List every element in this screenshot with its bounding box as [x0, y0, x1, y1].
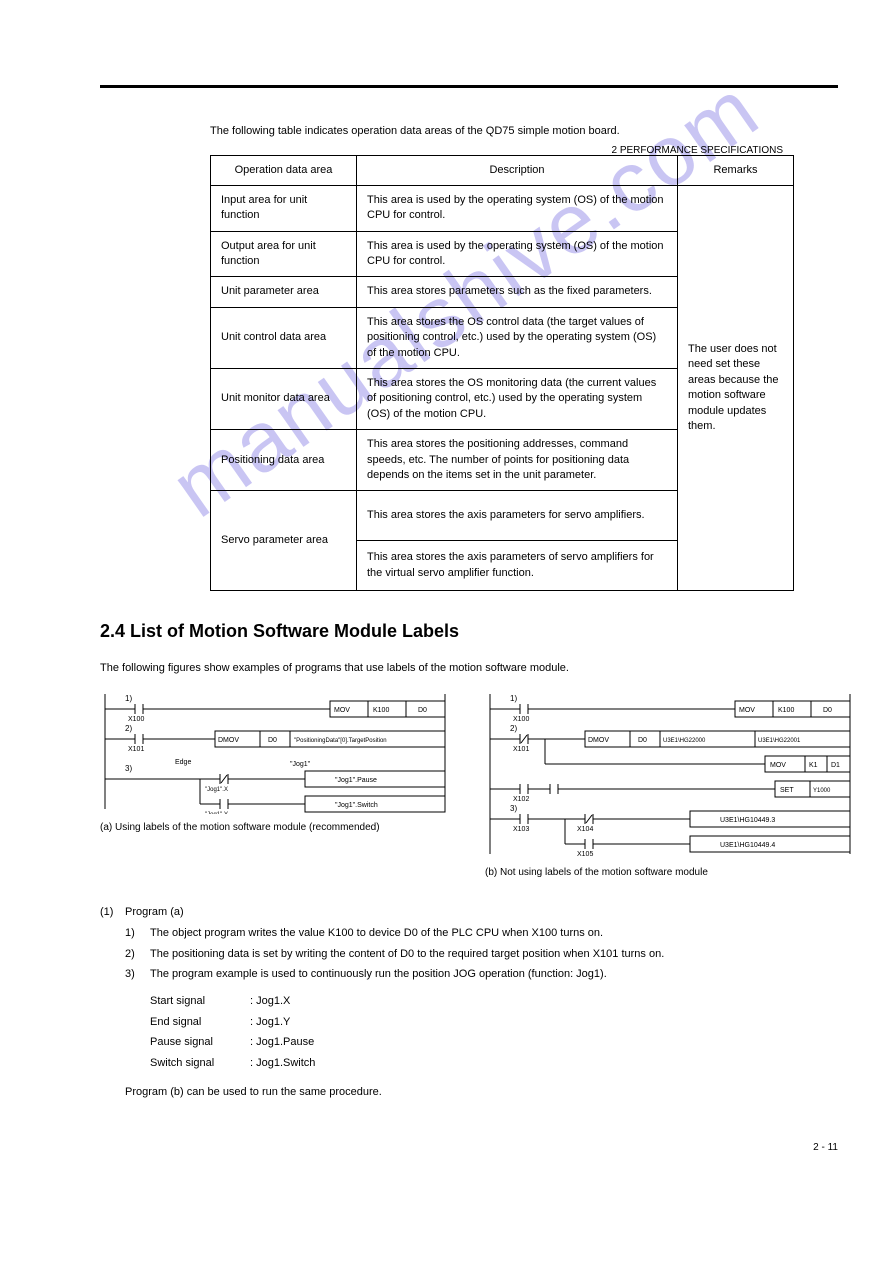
- svg-text:X104: X104: [577, 826, 593, 833]
- svg-text:U3E1\HG22000: U3E1\HG22000: [663, 738, 706, 744]
- ladder-diagram-right: 1) X100 MOV K100 D0 2) X101 DMOV D0 U3E1…: [485, 694, 855, 878]
- svg-text:"PositioningData"[0].TargetPos: "PositioningData"[0].TargetPosition: [294, 738, 387, 744]
- page-footer: 2 - 11: [100, 1142, 838, 1153]
- section-title: 2.4 List of Motion Software Module Label…: [100, 621, 838, 642]
- section-body: The following figures show examples of p…: [100, 662, 838, 674]
- svg-text:X103: X103: [513, 826, 529, 833]
- dl-val: : Jog1.Switch: [250, 1054, 315, 1073]
- explain-text: The positioning data is set by writing t…: [150, 945, 838, 964]
- svg-text:2): 2): [510, 724, 517, 733]
- svg-text:U3E1\HG10449.4: U3E1\HG10449.4: [720, 842, 775, 849]
- ladder-right-svg: 1) X100 MOV K100 D0 2) X101 DMOV D0 U3E1…: [485, 694, 855, 859]
- intro-text: The following table indicates operation …: [210, 123, 838, 140]
- explain-text: The program example is used to continuou…: [150, 965, 838, 984]
- svg-text:3): 3): [510, 804, 517, 813]
- cell-desc: This area stores the axis parameters for…: [357, 491, 678, 541]
- svg-text:D1: D1: [831, 762, 840, 769]
- cell-area: Input area for unit function: [211, 185, 357, 231]
- explain-num: 1): [125, 924, 150, 943]
- header-right: 2 PERFORMANCE SPECIFICATIONS: [611, 145, 783, 156]
- svg-text:"Jog1".Y: "Jog1".Y: [205, 812, 228, 814]
- explain-num: 2): [125, 945, 150, 964]
- svg-text:X101: X101: [128, 746, 144, 753]
- operation-data-table: Operation data area Description Remarks …: [210, 155, 794, 592]
- cell-desc: This area is used by the operating syste…: [357, 185, 678, 231]
- cell-area: Servo parameter area: [211, 491, 357, 591]
- diag-right-caption: (b) Not using labels of the motion softw…: [485, 867, 855, 878]
- table-row: Input area for unit function This area i…: [211, 185, 794, 231]
- th-desc: Description: [357, 155, 678, 185]
- dl-val: : Jog1.Y: [250, 1013, 290, 1032]
- svg-text:U3E1\HG22001: U3E1\HG22001: [758, 738, 801, 744]
- cell-area: Positioning data area: [211, 430, 357, 491]
- th-remarks: Remarks: [678, 155, 794, 185]
- svg-text:X105: X105: [577, 851, 593, 858]
- explain-num: 3): [125, 965, 150, 984]
- cell-area: Output area for unit function: [211, 231, 357, 277]
- svg-text:X101: X101: [513, 746, 529, 753]
- svg-text:3): 3): [125, 764, 132, 773]
- cell-desc: This area stores the OS control data (th…: [357, 307, 678, 368]
- svg-text:MOV: MOV: [334, 707, 350, 714]
- svg-text:1): 1): [125, 694, 132, 703]
- explain-text: The object program writes the value K100…: [150, 924, 838, 943]
- svg-text:X102: X102: [513, 796, 529, 803]
- cell-desc: This area stores the axis parameters of …: [357, 541, 678, 591]
- cell-area: Unit control data area: [211, 307, 357, 368]
- svg-text:DMOV: DMOV: [588, 737, 609, 744]
- cell-desc: This area stores the positioning address…: [357, 430, 678, 491]
- dl-key: Switch signal: [150, 1054, 250, 1073]
- cell-area: Unit parameter area: [211, 277, 357, 307]
- svg-text:MOV: MOV: [739, 707, 755, 714]
- explain-num: (1): [100, 903, 125, 922]
- svg-text:MOV: MOV: [770, 762, 786, 769]
- svg-text:K100: K100: [778, 707, 794, 714]
- svg-text:U3E1\HG10449.3: U3E1\HG10449.3: [720, 817, 775, 824]
- cell-desc: This area stores parameters such as the …: [357, 277, 678, 307]
- svg-text:"Jog1": "Jog1": [290, 761, 311, 768]
- header-rule: [100, 85, 838, 88]
- svg-text:"Jog1".X: "Jog1".X: [205, 787, 228, 793]
- svg-text:D0: D0: [268, 737, 277, 744]
- svg-text:D0: D0: [418, 707, 427, 714]
- cell-area: Unit monitor data area: [211, 369, 357, 430]
- svg-text:"Jog1".Switch: "Jog1".Switch: [335, 802, 378, 809]
- cell-desc: This area is used by the operating syste…: [357, 231, 678, 277]
- svg-text:D0: D0: [638, 737, 647, 744]
- diag-left-caption: (a) Using labels of the motion software …: [100, 822, 450, 833]
- svg-text:"Jog1".Pause: "Jog1".Pause: [335, 777, 377, 784]
- explanation-block: (1) Program (a) 1) The object program wr…: [100, 903, 838, 1101]
- svg-text:1): 1): [510, 694, 517, 703]
- dl-val: : Jog1.X: [250, 992, 290, 1011]
- ladder-left-svg: 1) X100 MOV K100 D0 2) X101 DMO: [100, 694, 450, 814]
- cell-desc: This area stores the OS monitoring data …: [357, 369, 678, 430]
- table-header-row: Operation data area Description Remarks: [211, 155, 794, 185]
- svg-text:Y1000: Y1000: [813, 788, 831, 794]
- cell-remarks-merged: The user does not need set these areas b…: [678, 185, 794, 590]
- svg-text:2): 2): [125, 724, 132, 733]
- svg-text:D0: D0: [823, 707, 832, 714]
- svg-text:DMOV: DMOV: [218, 737, 239, 744]
- explain-note: Program (b) can be used to run the same …: [100, 1083, 838, 1102]
- dl-key: End signal: [150, 1013, 250, 1032]
- th-area: Operation data area: [211, 155, 357, 185]
- svg-text:X100: X100: [128, 716, 144, 723]
- svg-text:X100: X100: [513, 716, 529, 723]
- svg-text:K1: K1: [809, 762, 818, 769]
- svg-text:Edge: Edge: [175, 759, 191, 766]
- ladder-diagram-left: 1) X100 MOV K100 D0 2) X101 DMO: [100, 694, 450, 878]
- dl-key: Start signal: [150, 992, 250, 1011]
- explain-text: Program (a): [125, 903, 838, 922]
- svg-text:SET: SET: [780, 787, 794, 794]
- dl-val: : Jog1.Pause: [250, 1033, 314, 1052]
- svg-text:K100: K100: [373, 707, 389, 714]
- dl-key: Pause signal: [150, 1033, 250, 1052]
